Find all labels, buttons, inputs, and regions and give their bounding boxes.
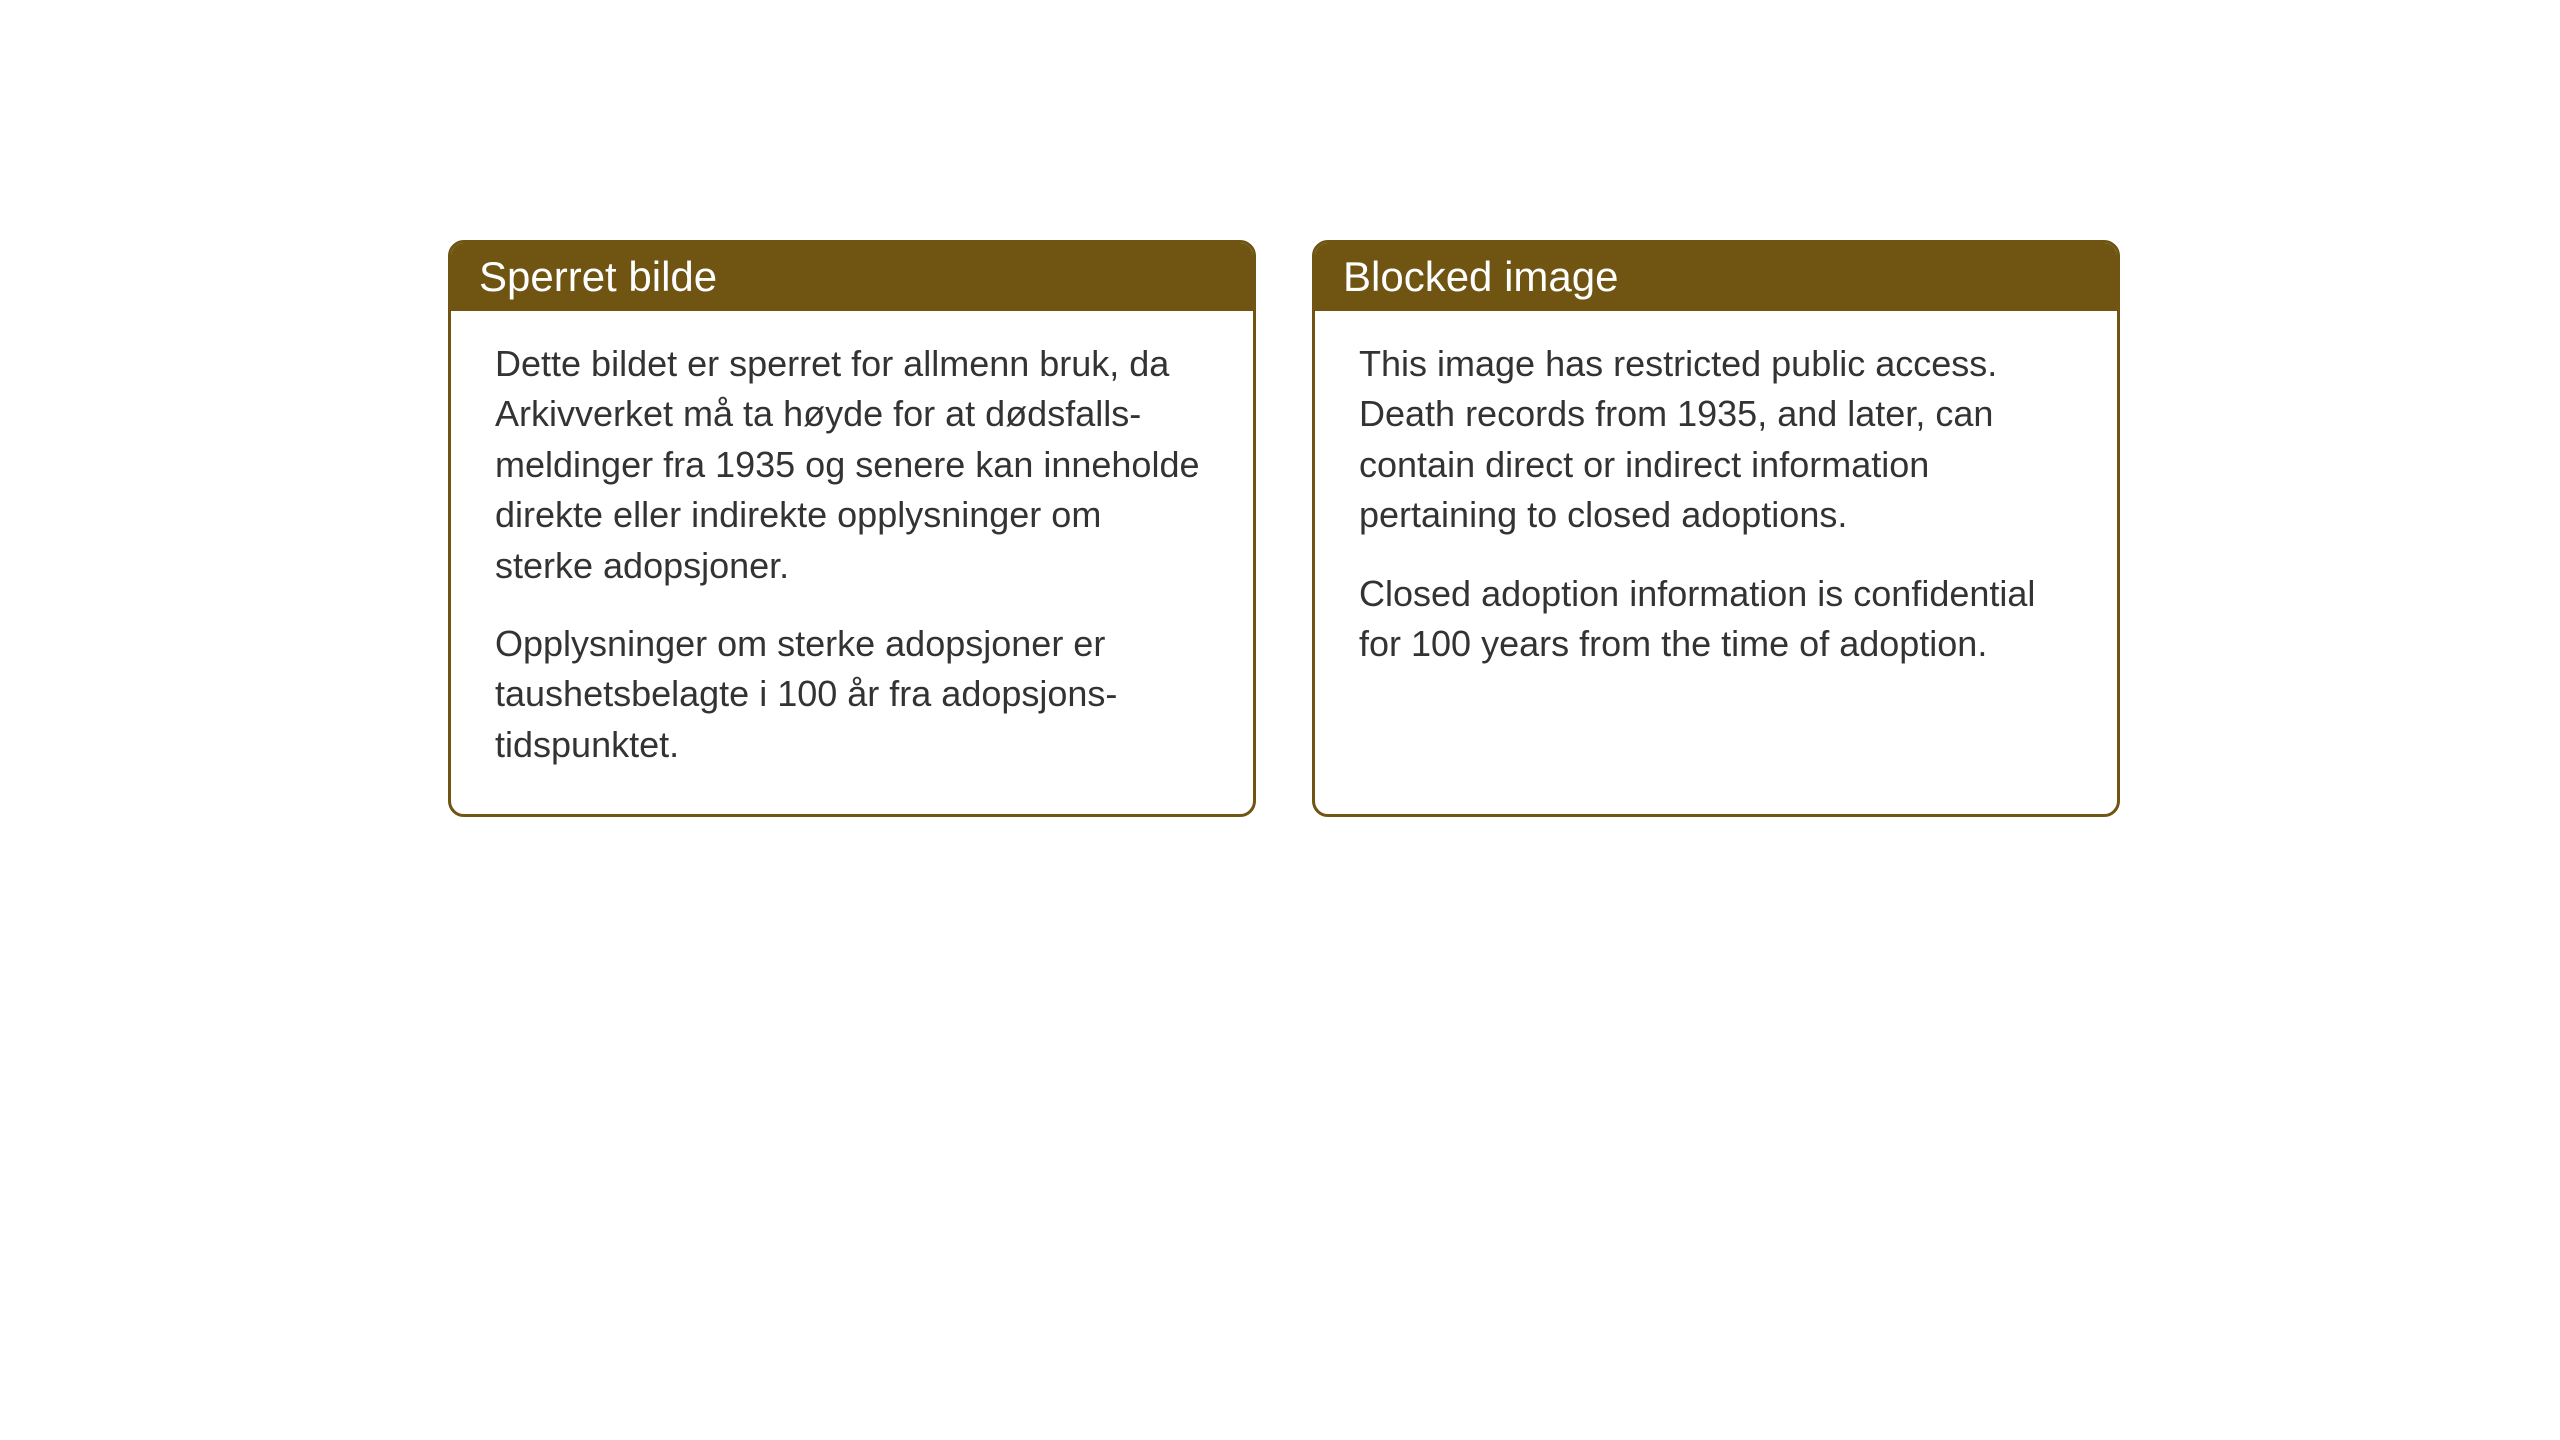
notice-title-norwegian: Sperret bilde <box>479 253 717 300</box>
notice-header-norwegian: Sperret bilde <box>451 243 1253 311</box>
notice-title-english: Blocked image <box>1343 253 1618 300</box>
notice-paragraph-2-english: Closed adoption information is confident… <box>1359 569 2073 670</box>
notice-card-english: Blocked image This image has restricted … <box>1312 240 2120 817</box>
notice-paragraph-1-english: This image has restricted public access.… <box>1359 339 2073 541</box>
notice-body-english: This image has restricted public access.… <box>1315 311 2117 713</box>
notice-body-norwegian: Dette bildet er sperret for allmenn bruk… <box>451 311 1253 814</box>
notice-card-norwegian: Sperret bilde Dette bildet er sperret fo… <box>448 240 1256 817</box>
notice-paragraph-1-norwegian: Dette bildet er sperret for allmenn bruk… <box>495 339 1209 591</box>
notice-container: Sperret bilde Dette bildet er sperret fo… <box>448 240 2120 817</box>
notice-header-english: Blocked image <box>1315 243 2117 311</box>
notice-paragraph-2-norwegian: Opplysninger om sterke adopsjoner er tau… <box>495 619 1209 770</box>
